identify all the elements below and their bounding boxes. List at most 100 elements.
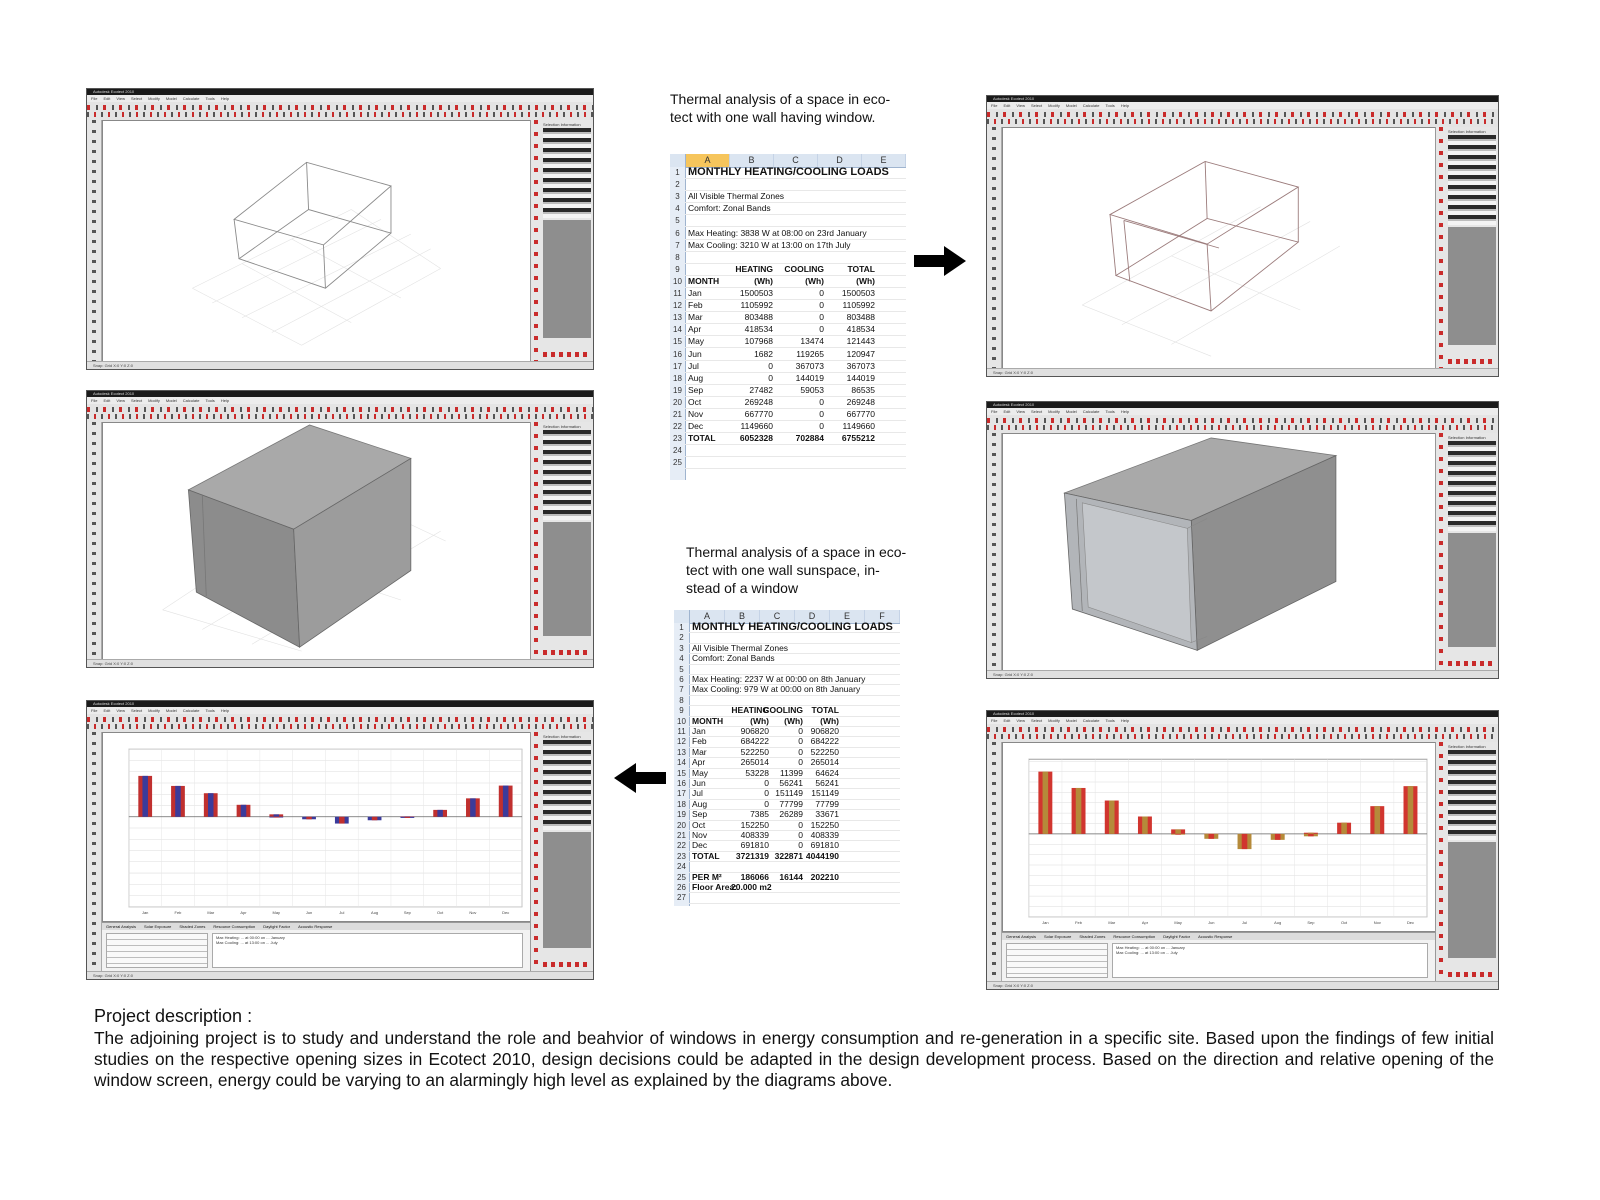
status-bar: Snap: Grid X:0 Y:0 Z:0: [87, 361, 593, 369]
tick-label: Feb: [1075, 920, 1083, 925]
analysis-pane[interactable]: General Analysis Solar Exposure Shaded Zon…: [102, 922, 531, 972]
menu-bar[interactable]: File Edit View Select Modify Model Calculate To…: [87, 95, 593, 102]
menu-bar[interactable]: File Edit View Select Modify Model Calculate To…: [987, 717, 1498, 724]
sheet-row: Max Heating: 2237 W at 00:00 on 8th Janu…: [689, 674, 900, 686]
left-tool-strip[interactable]: [87, 422, 102, 660]
property-rows[interactable]: [1448, 441, 1496, 531]
apply-changes-area[interactable]: [543, 342, 591, 358]
ecotect-window-wireframe-right: Autodesk Ecotect 2010 File Edit View Select…: [986, 95, 1499, 377]
panel-icon-strip[interactable]: [1436, 127, 1446, 369]
sheet-cell: Nov: [692, 830, 708, 840]
3d-viewport[interactable]: [1002, 433, 1436, 671]
sheet-cell: Sep: [688, 384, 704, 395]
sheet-cell: May: [688, 336, 705, 347]
menu-bar[interactable]: File Edit View Select Modify Model Calculate To…: [987, 102, 1498, 109]
toolbar[interactable]: [87, 102, 593, 120]
panel-empty-area: [543, 220, 591, 338]
sheet-cell: 702884: [795, 433, 824, 444]
row-number: 18: [673, 373, 682, 383]
row-numbers: 1 2 3 4 5 6 7 8 9 10 11 12 13 14 15 16 17 18 19 20 21 22 23 24 2…: [670, 167, 686, 480]
wireframe-sunspace-model: [1082, 160, 1341, 357]
selection-info-panel[interactable]: Selection Information: [1435, 433, 1498, 671]
analysis-controls[interactable]: [1006, 943, 1108, 978]
sheet-cell: 367073: [846, 360, 875, 371]
left-tool-strip[interactable]: [87, 732, 102, 972]
apply-changes-area[interactable]: [1448, 651, 1496, 667]
status-bar: Snap: Grid X:0 Y:0 Z:0: [987, 981, 1498, 989]
sheet-cell: Jun: [688, 348, 702, 359]
left-tool-strip[interactable]: [987, 127, 1002, 369]
analysis-pane[interactable]: General Analysis Solar Exposure Shaded Zon…: [1002, 932, 1436, 982]
analysis-tabs[interactable]: General Analysis Solar Exposure Shaded Zon…: [1002, 933, 1436, 940]
sheet-header-cell: MONTH: [692, 715, 724, 726]
property-rows[interactable]: [543, 430, 591, 520]
panel-empty-area: [1448, 227, 1496, 345]
panel-icon-strip[interactable]: [531, 120, 541, 362]
sheet-cell: 803488: [744, 312, 773, 323]
bar-core: [371, 816, 378, 821]
tick-label: Jul: [339, 910, 344, 915]
sheet-cell: MONTHLY HEATING/COOLING LOADS: [692, 621, 893, 633]
menu-bar[interactable]: File Edit View Select Modify Model Calculate To…: [87, 397, 593, 404]
sheet-cell: 803488: [846, 312, 875, 323]
row-number: 3: [675, 192, 680, 202]
selection-info-panel[interactable]: Selection Information: [1435, 127, 1498, 369]
row-number: 4: [679, 654, 684, 664]
arrow-right-icon: [914, 246, 966, 276]
status-bar: Snap: Grid X:0 Y:0 Z:0: [87, 659, 593, 667]
property-rows[interactable]: [1448, 750, 1496, 840]
selection-info-panel[interactable]: Selection Information: [530, 120, 593, 362]
analysis-tabs[interactable]: General Analysis Solar Exposure Shaded Zon…: [102, 923, 531, 930]
left-tool-strip[interactable]: [987, 742, 1002, 982]
sheet-cell: Mar: [692, 746, 707, 757]
property-rows[interactable]: [543, 740, 591, 830]
sheet-cell: Max Cooling: 979 W at 00:00 on 8th Janua…: [692, 684, 861, 695]
title-bar: Autodesk Ecotect 2010: [987, 402, 1498, 408]
ecotect-window-solid-right: Autodesk Ecotect 2010 File Edit View Select…: [986, 401, 1499, 679]
3d-viewport[interactable]: [102, 422, 531, 660]
sheet-cell: 408339: [810, 830, 839, 840]
toolbar[interactable]: [87, 404, 593, 422]
selection-info-panel[interactable]: Selection Information: [1435, 742, 1498, 982]
analysis-controls[interactable]: [106, 933, 208, 968]
row-number: 22: [677, 841, 686, 851]
apply-changes-area[interactable]: [1448, 962, 1496, 978]
toolbar[interactable]: [87, 714, 593, 732]
bar-core: [1175, 829, 1181, 834]
ecotect-window-chart-left: Autodesk Ecotect 2010 File Edit View Select…: [86, 700, 594, 980]
bar-core: [1108, 800, 1115, 834]
property-rows[interactable]: [1448, 135, 1496, 225]
left-tool-strip[interactable]: [87, 120, 102, 362]
left-tool-strip[interactable]: [987, 433, 1002, 671]
apply-changes-area[interactable]: [1448, 349, 1496, 365]
sheet-row: Jan 906820 0 906820: [689, 726, 900, 738]
selection-info-panel[interactable]: Selection Information: [530, 422, 593, 660]
apply-changes-area[interactable]: [543, 640, 591, 656]
sheet-cell: Comfort: Zonal Bands: [692, 653, 775, 664]
tick-label: Jun: [306, 910, 312, 915]
panel-icon-strip[interactable]: [1436, 742, 1446, 982]
toolbar[interactable]: [987, 724, 1498, 742]
row-number: 19: [677, 810, 686, 820]
selection-info-panel[interactable]: Selection Information: [530, 732, 593, 972]
row-number: 21: [673, 410, 682, 419]
menu-bar[interactable]: File Edit View Select Modify Model Calculate To…: [87, 707, 593, 714]
panel-icon-strip[interactable]: [1436, 433, 1446, 671]
sheet-cell: 107968: [744, 336, 773, 347]
sheet-cell: 0: [798, 746, 803, 757]
sheet-row: Floor Area: 20.000 m2: [689, 882, 900, 894]
sheet-row: Oct 269248 0 269248: [685, 397, 906, 409]
panel-icon-strip[interactable]: [531, 732, 541, 972]
3d-viewport[interactable]: [1002, 127, 1436, 369]
tick-label: Mar: [1108, 920, 1115, 925]
3d-viewport[interactable]: [102, 120, 531, 362]
toolbar[interactable]: [987, 415, 1498, 433]
toolbar[interactable]: [987, 109, 1498, 127]
property-rows[interactable]: [543, 128, 591, 218]
panel-icon-strip[interactable]: [531, 422, 541, 660]
bar-core: [1208, 833, 1215, 839]
menu-bar[interactable]: File Edit View Select Modify Model Calculate To…: [987, 408, 1498, 415]
sheet-cell: 186066: [740, 871, 769, 882]
apply-changes-area[interactable]: [543, 952, 591, 968]
